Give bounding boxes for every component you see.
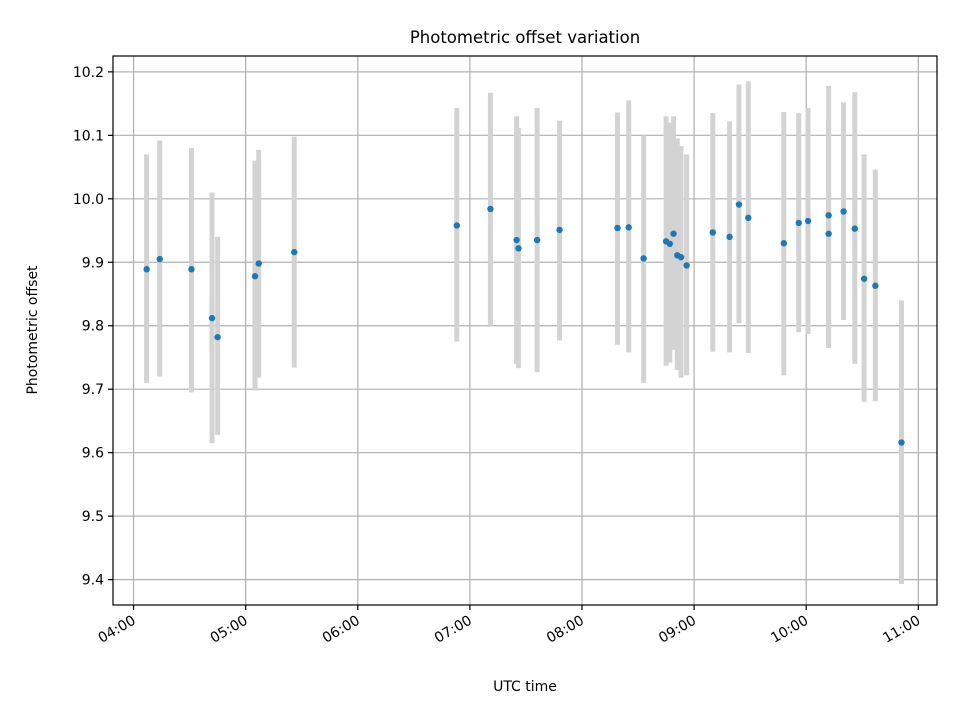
y-tick-label: 9.7 (82, 382, 104, 398)
x-axis-label: UTC time (493, 679, 557, 695)
y-tick-label: 9.4 (82, 573, 104, 589)
data-point (214, 333, 221, 341)
data-point (709, 229, 716, 236)
data-point (872, 282, 879, 289)
y-tick-label: 9.9 (82, 255, 104, 271)
data-point (735, 201, 743, 208)
data-point (614, 224, 621, 232)
data-point (515, 245, 522, 252)
data-point (208, 314, 216, 322)
data-point (795, 219, 802, 227)
data-point (677, 253, 685, 261)
data-point (640, 255, 647, 262)
data-point (898, 439, 905, 446)
data-point (487, 205, 494, 213)
data-point (851, 225, 858, 232)
chart-title: Photometric offset variation (410, 28, 640, 47)
y-axis: 9.4 9.5 9.6 9.7 9.8 9.9 10.0 10.1 10.2 (73, 65, 113, 589)
data-point (840, 208, 847, 215)
data-point (825, 230, 832, 237)
data-point (143, 266, 150, 273)
data-point (804, 217, 812, 225)
y-tick-label: 9.5 (82, 509, 104, 525)
data-point (251, 273, 259, 280)
data-point (726, 233, 733, 241)
data-point (825, 212, 832, 219)
data-point (625, 224, 632, 231)
y-tick-label: 10.1 (73, 128, 104, 144)
data-point (683, 262, 690, 269)
data-point (533, 236, 541, 244)
data-point (255, 260, 262, 267)
y-axis-label: Photometric offset (25, 265, 41, 395)
data-point (670, 230, 677, 237)
data-point (860, 275, 868, 282)
y-tick-label: 10.2 (73, 65, 104, 81)
data-point (453, 222, 461, 229)
data-point (666, 240, 674, 248)
data-point (745, 214, 752, 222)
y-tick-label: 9.8 (82, 319, 104, 335)
y-tick-label: 9.6 (82, 446, 104, 462)
data-point (780, 240, 787, 247)
data-points (143, 201, 905, 446)
data-point (156, 255, 163, 263)
data-point (188, 266, 195, 273)
data-point (513, 236, 520, 244)
plot-frame (112, 55, 938, 606)
y-tick-label: 10.0 (73, 192, 104, 208)
data-point (556, 226, 563, 234)
data-point (291, 248, 298, 256)
